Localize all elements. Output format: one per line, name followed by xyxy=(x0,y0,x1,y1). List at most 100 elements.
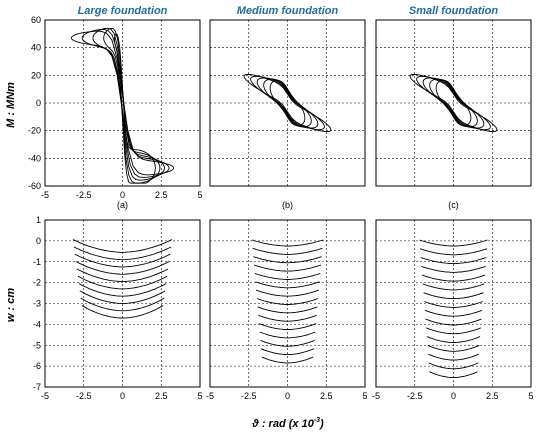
y-tick-label: -20 xyxy=(28,126,41,136)
y-tick-label: -40 xyxy=(28,153,41,163)
hysteresis-curve xyxy=(422,283,485,291)
plot-frame xyxy=(44,219,201,388)
hysteresis-curve xyxy=(419,248,488,256)
x-axis-label-close: ) xyxy=(319,418,324,430)
hysteresis-curve xyxy=(425,318,482,326)
hysteresis-curve xyxy=(260,348,315,356)
hysteresis-curve xyxy=(113,33,156,184)
hysteresis-curve xyxy=(80,297,165,312)
x-tick-label: 2.5 xyxy=(320,391,333,401)
hysteresis-curve xyxy=(76,268,169,283)
hysteresis-curve xyxy=(254,272,321,280)
hysteresis-curve xyxy=(92,27,165,181)
x-tick-label: 0 xyxy=(120,190,125,200)
panel-small-foundation-moment: Small foundation (c) xyxy=(375,5,532,210)
hysteresis-curve xyxy=(255,289,320,297)
hysteresis-curve xyxy=(259,331,316,339)
plot-frame xyxy=(209,219,366,388)
hysteresis-curve xyxy=(258,314,317,322)
hysteresis-curve xyxy=(261,356,314,364)
hysteresis-curve xyxy=(421,265,486,273)
panel-sublabel: (b) xyxy=(282,200,293,210)
panel-large-foundation-moment: Large foundation (a) -60 -40 -20 0 20 40 60 -5 -2.… xyxy=(28,5,203,210)
hysteresis-curve xyxy=(428,362,479,370)
y-tick-label: 60 xyxy=(31,15,41,25)
x-tick-label: 5 xyxy=(197,190,202,200)
x-tick-label: 5 xyxy=(528,391,533,401)
x-tick-label: -2.5 xyxy=(76,190,92,200)
hysteresis-curve xyxy=(72,239,173,253)
x-tick-label: -5 xyxy=(206,391,214,401)
plot-frame xyxy=(44,19,201,187)
x-axis-label-exponent: -3 xyxy=(314,417,320,424)
x-tick-label: 5 xyxy=(362,391,367,401)
hysteresis-curve xyxy=(79,290,166,304)
x-tick-label: -5 xyxy=(41,190,49,200)
hysteresis-curve xyxy=(421,274,486,282)
x-tick-label: 2.5 xyxy=(486,391,499,401)
x-axis-label-main: ϑ : rad (x 10 xyxy=(251,418,314,430)
hysteresis-curve xyxy=(269,79,306,127)
hysteresis-curve xyxy=(428,353,479,361)
hysteresis-curve xyxy=(252,247,323,255)
hysteresis-curve xyxy=(424,309,483,317)
hysteresis-curve xyxy=(253,256,322,264)
y-tick-label: 40 xyxy=(31,43,41,53)
hysteresis-curve xyxy=(423,292,484,300)
hysteresis-curve xyxy=(77,275,168,290)
x-axis-label: ϑ : rad (x 10-3) xyxy=(251,417,324,430)
hysteresis-curve xyxy=(75,261,170,275)
x-tick-label: -5 xyxy=(41,391,49,401)
hysteresis-curve xyxy=(70,30,175,176)
hysteresis-curve xyxy=(73,246,172,261)
y-tick-label: 20 xyxy=(31,70,41,80)
x-tick-label: -2.5 xyxy=(407,391,423,401)
panel-sublabel: (a) xyxy=(117,200,128,210)
panel-title: Medium foundation xyxy=(237,5,339,17)
hysteresis-curve xyxy=(256,298,319,305)
y-tick-label: 0 xyxy=(36,98,41,108)
y-tick-label: -4 xyxy=(33,319,41,329)
y-tick-label: -1 xyxy=(33,257,41,267)
hysteresis-curve xyxy=(419,239,488,247)
plot-frame xyxy=(209,19,366,187)
hysteresis-curve xyxy=(81,305,164,319)
x-tick-label: 2.5 xyxy=(155,190,168,200)
panel-medium-foundation-settlement: -5 -2.5 0 2.5 5 xyxy=(206,219,368,401)
y-axis-label-moment: M : MNm xyxy=(5,82,17,128)
panel-medium-foundation-moment: Medium foundation (b) xyxy=(209,5,366,210)
hysteresis-curve xyxy=(255,281,320,289)
hysteresis-curve xyxy=(253,264,322,272)
hysteresis-curve xyxy=(257,306,318,314)
hysteresis-curve xyxy=(426,327,481,335)
y-tick-label: -2 xyxy=(33,278,41,288)
x-tick-label: -2.5 xyxy=(76,391,92,401)
y-tick-label: -7 xyxy=(33,382,41,392)
y-axis-label-settlement: w : cm xyxy=(5,288,17,322)
x-tick-label: 0 xyxy=(120,391,125,401)
hysteresis-curve xyxy=(429,78,478,128)
y-tick-label: -3 xyxy=(33,299,41,309)
y-tick-label: -5 xyxy=(33,340,41,350)
panel-small-foundation-settlement: -5 -2.5 0 2.5 5 xyxy=(372,219,534,401)
hysteresis-curve xyxy=(103,27,161,184)
hysteresis-curve xyxy=(258,323,317,331)
y-tick-label: 1 xyxy=(36,215,41,225)
panel-large-foundation-settlement: -7 -6 -5 -4 -3 -2 -1 0 1 -5 -2.5 0 2.5 5 xyxy=(33,215,203,401)
y-tick-label: -6 xyxy=(33,361,41,371)
x-tick-label: -2.5 xyxy=(241,391,257,401)
panel-title: Large foundation xyxy=(78,5,168,17)
hysteresis-curve xyxy=(251,239,324,247)
hysteresis-curve xyxy=(260,339,315,347)
x-tick-label: -5 xyxy=(372,391,380,401)
hysteresis-curve xyxy=(424,301,483,308)
y-tick-label: -60 xyxy=(28,181,41,191)
x-tick-label: 2.5 xyxy=(155,391,168,401)
hysteresis-curve xyxy=(429,371,478,379)
plot-frame xyxy=(375,19,532,187)
x-tick-label: 0 xyxy=(285,391,290,401)
panel-sublabel: (c) xyxy=(448,200,459,210)
y-tick-label: 0 xyxy=(36,236,41,246)
